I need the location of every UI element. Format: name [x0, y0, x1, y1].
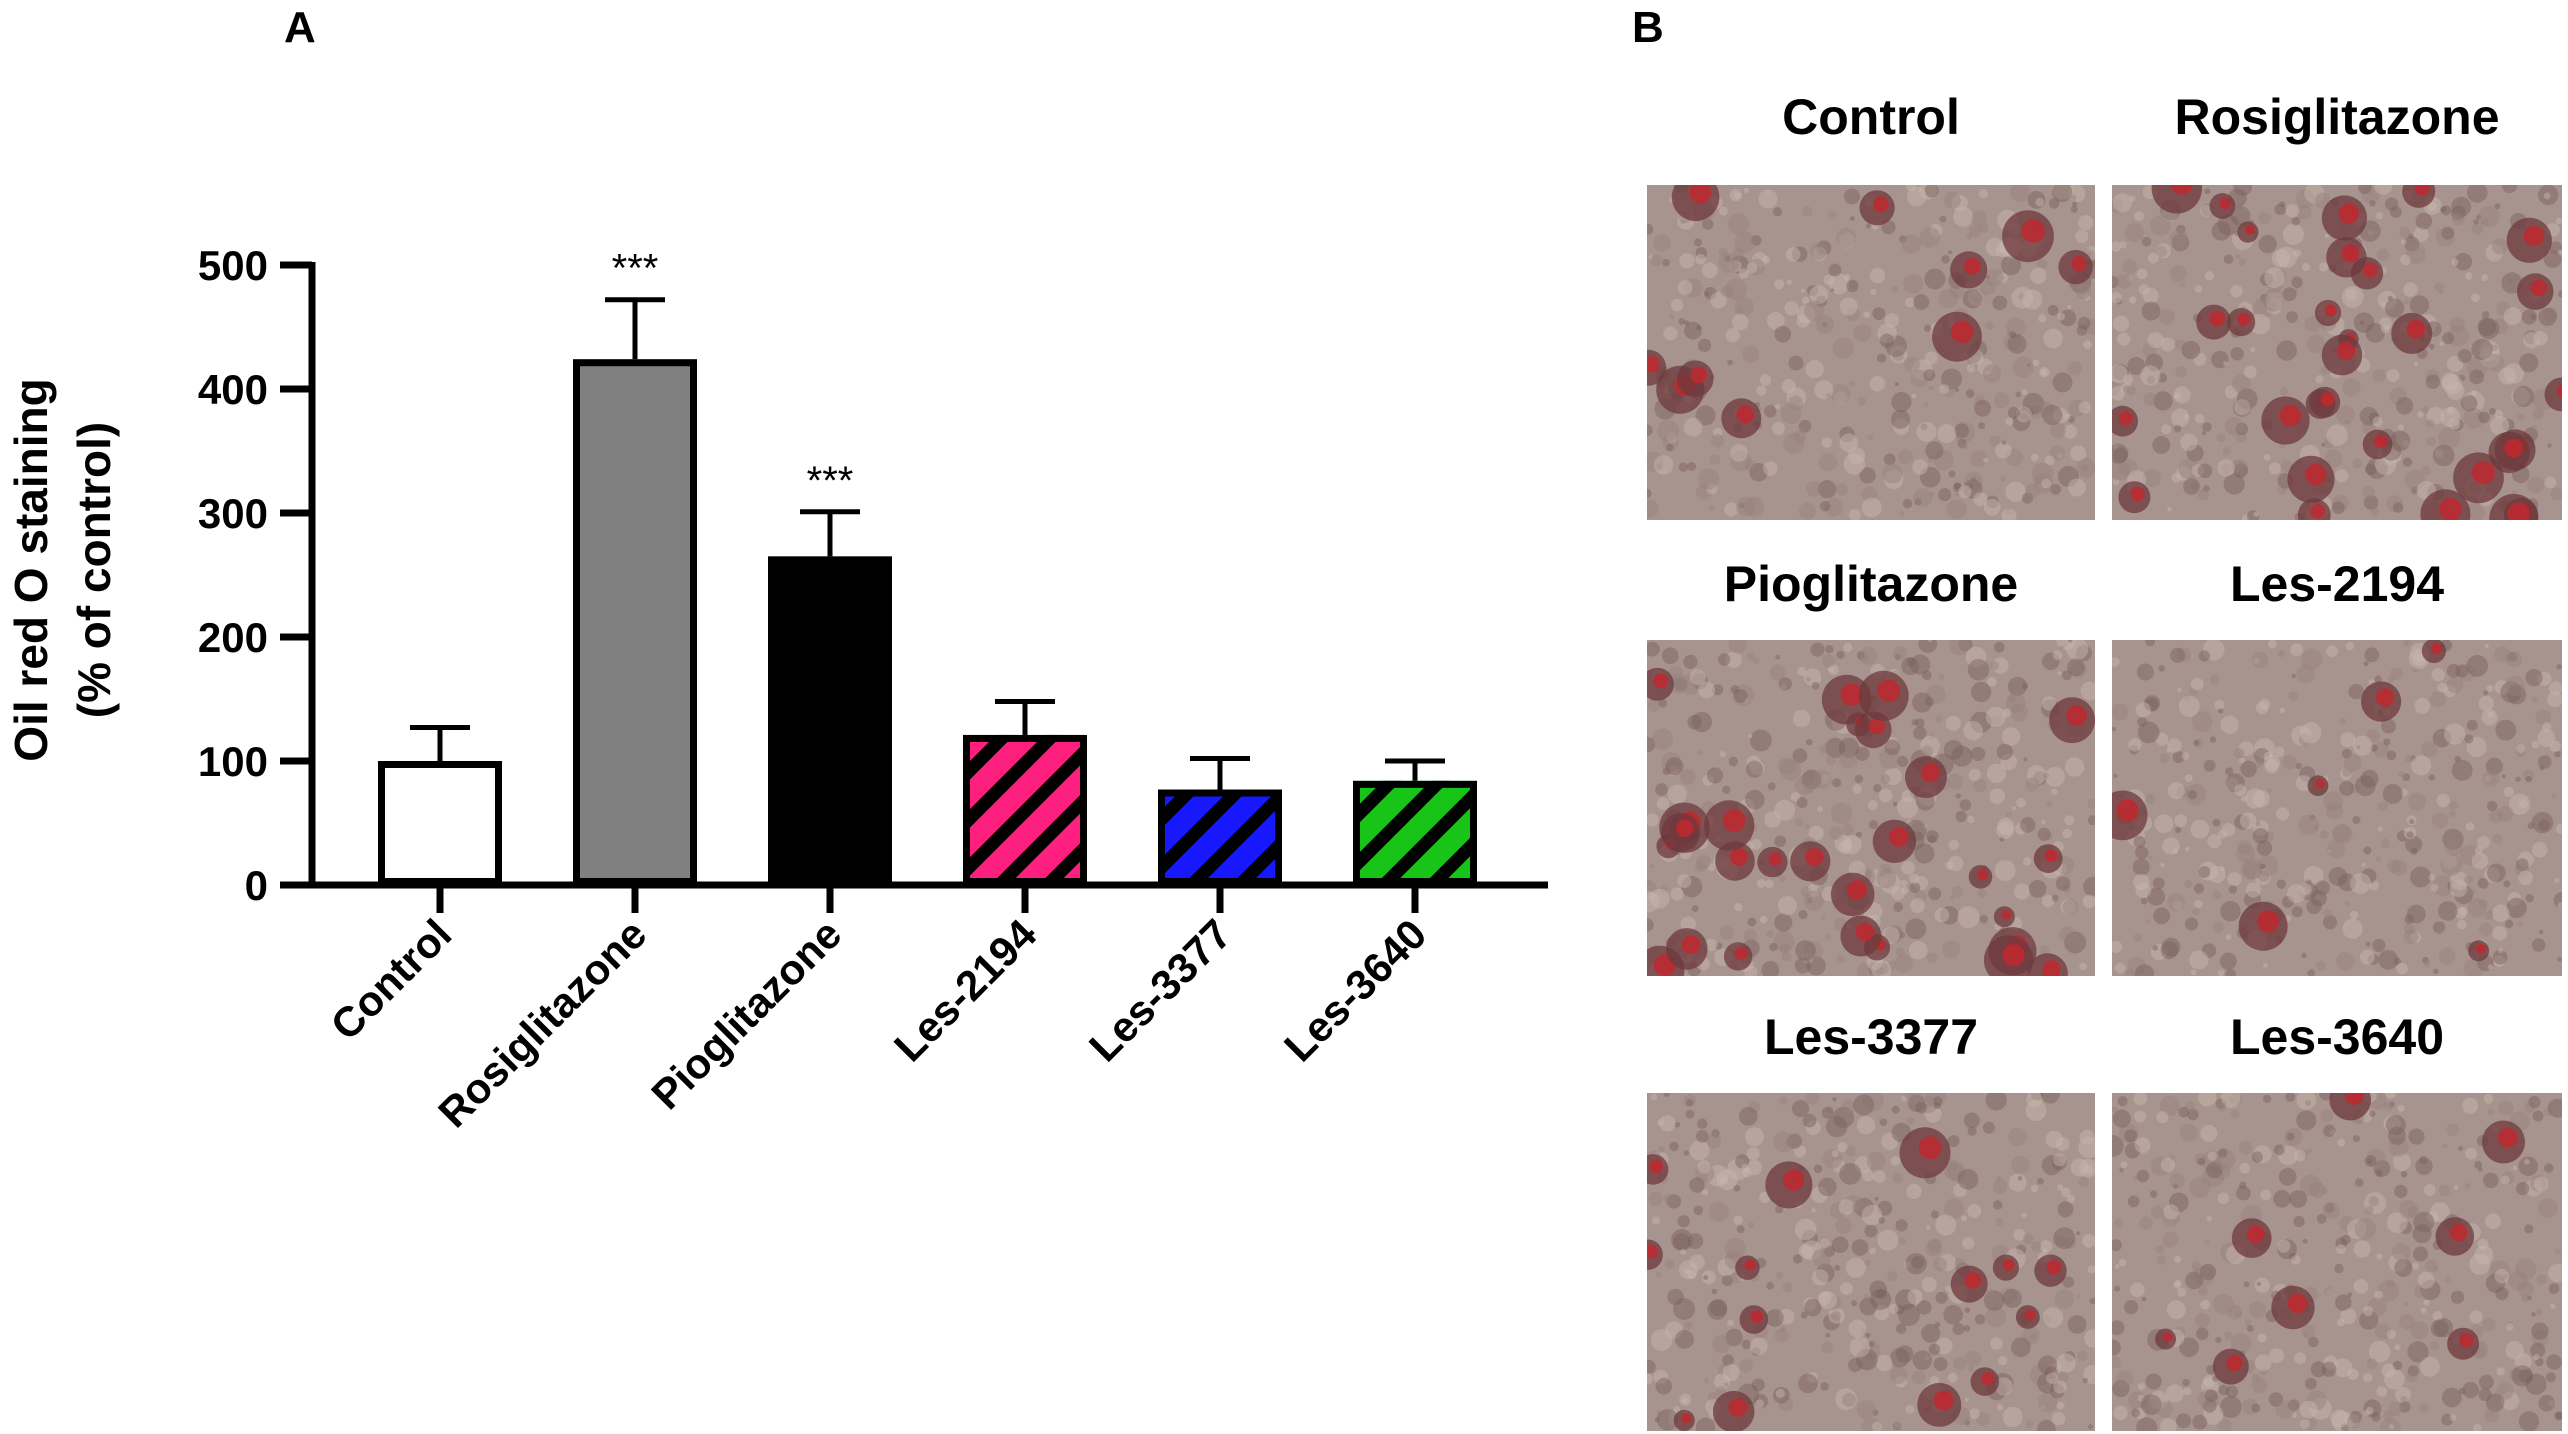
bar-pioglitazone [768, 556, 892, 885]
x-tick-label: Control [322, 910, 461, 1049]
bar-outline [1158, 789, 1282, 886]
panel-a-label: A [284, 3, 316, 52]
micrograph-image [2112, 640, 2562, 976]
micrograph-image [1647, 185, 2095, 520]
bar-outline [768, 556, 892, 886]
micrograph-title: Les-3377 [1763, 1009, 1979, 1065]
y-axis-label: Oil red O staining [5, 378, 57, 761]
x-tick-label: Les-2194 [885, 910, 1046, 1071]
micrograph-title: Rosiglitazone [2174, 89, 2500, 145]
significance-marker: *** [612, 247, 659, 291]
bar-rosiglitazone [573, 359, 697, 885]
panel-b-label: B [1632, 3, 1664, 52]
y-tick-label: 0 [245, 862, 268, 909]
micrograph-image [1647, 640, 2095, 976]
bar-outline [1353, 780, 1477, 886]
micrograph-image [1647, 1093, 2095, 1431]
x-tick-label: Les-3377 [1080, 910, 1240, 1070]
x-tick-label: Les-3640 [1275, 910, 1435, 1070]
micrograph-title: Control [1782, 89, 1960, 145]
micrograph-title: Les-3640 [2229, 1009, 2445, 1065]
y-tick-label: 300 [198, 490, 268, 537]
y-tick-label: 400 [198, 366, 268, 413]
y-tick-label: 500 [198, 242, 268, 289]
x-tick-label: Rosiglitazone [429, 910, 655, 1136]
y-tick-label: 100 [198, 738, 268, 785]
bar-outline [963, 734, 1087, 886]
bar-hatch [1353, 780, 1477, 885]
micrograph-title: Pioglitazone [1723, 556, 2019, 612]
bar-outline [378, 761, 502, 885]
bar-control [378, 761, 502, 885]
y-tick-label: 200 [198, 614, 268, 661]
bar-hatch [1158, 789, 1282, 885]
significance-marker: *** [807, 459, 854, 503]
micrograph-title: Les-2194 [2229, 556, 2445, 612]
y-axis-label-unit: (% of control) [68, 422, 120, 718]
bar-outline [573, 359, 697, 885]
bar-hatch [963, 734, 1087, 885]
micrograph-image [2112, 185, 2562, 520]
x-tick-label: Pioglitazone [642, 910, 850, 1118]
micrograph-image [2112, 1093, 2562, 1431]
